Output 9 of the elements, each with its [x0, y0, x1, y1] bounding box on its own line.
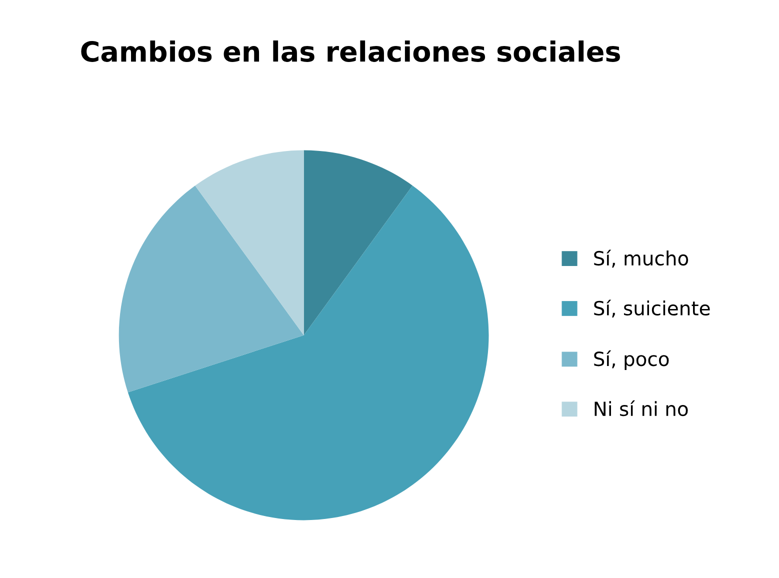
- chart-title: Cambios en las relaciones sociales: [81, 40, 620, 62]
- legend-label: Ni sí ni no: [594, 400, 688, 416]
- legend-label: Sí, mucho: [594, 250, 688, 268]
- legend-label: Sí, suiciente: [594, 300, 710, 318]
- legend-label: Sí, poco: [594, 350, 669, 370]
- pie-slice: [118, 186, 304, 392]
- pie-slice: [128, 186, 489, 520]
- pie-slice: [304, 150, 413, 336]
- pie-slice: [195, 150, 304, 336]
